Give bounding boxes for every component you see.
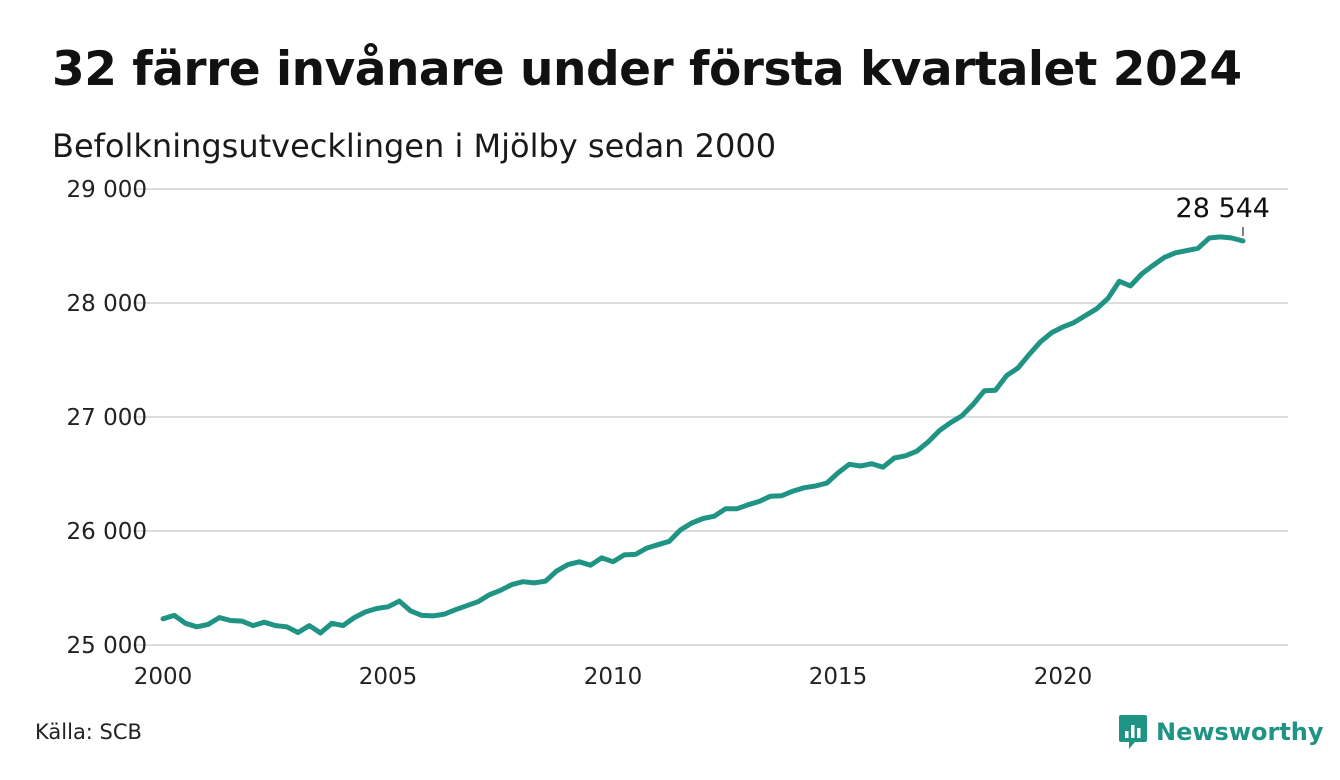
brand-name: Newsworthy — [1156, 718, 1324, 746]
y-tick-label: 26 000 — [67, 519, 147, 545]
y-tick-label: 28 000 — [67, 291, 147, 317]
series-line — [160, 234, 1246, 636]
brand-logo: Newsworthy — [1118, 714, 1324, 750]
source-note: Källa: SCB — [35, 720, 142, 744]
series-lines — [160, 234, 1246, 636]
x-tick-label: 2015 — [809, 664, 868, 690]
annotation: 28 544 — [1176, 193, 1270, 236]
x-tick-label: 2020 — [1034, 664, 1093, 690]
bar-chart-bubble-icon — [1119, 715, 1147, 749]
y-tick-label: 29 000 — [67, 177, 147, 203]
x-axis: 2000 2005 2010 2015 2020 — [134, 664, 1093, 690]
x-tick-label: 2000 — [134, 664, 193, 690]
x-tick-label: 2010 — [584, 664, 643, 690]
gridlines — [133, 188, 1288, 646]
x-tick-label: 2005 — [359, 664, 418, 690]
chart-subtitle: Befolkningsutvecklingen i Mjölby sedan 2… — [52, 127, 777, 165]
chart-title: 32 färre invånare under första kvartalet… — [52, 42, 1242, 97]
y-axis: 25 000 26 000 27 000 28 000 29 000 — [67, 177, 147, 659]
last-value-label: 28 544 — [1176, 193, 1270, 224]
y-tick-label: 25 000 — [67, 633, 147, 659]
y-tick-label: 27 000 — [67, 405, 147, 431]
